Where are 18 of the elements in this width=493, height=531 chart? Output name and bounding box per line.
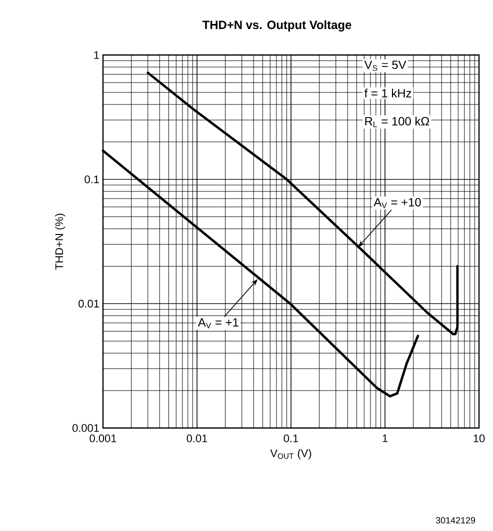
x-tick-label: 10 [474, 434, 485, 442]
annotation: V$_{S}$ = 5V [364, 60, 406, 71]
annotation: f = 1 kHz [364, 88, 412, 98]
y-tick-label: 0.01 [78, 300, 99, 308]
annotation: A$_{V}$ = +10 [374, 198, 421, 208]
x-axis-title: V$_{OUT}$ (V) [270, 449, 312, 460]
y-tick-label: 1 [94, 51, 99, 59]
text: 30142129 [436, 517, 476, 524]
annotation: A$_{V}$ = +1 [198, 318, 238, 328]
x-tick-label: 0.01 [186, 434, 208, 442]
y-tick-label: 0.1 [84, 175, 99, 184]
y-tick-label: 0.001 [72, 424, 99, 432]
x-tick-label: 0.1 [284, 434, 298, 442]
y-axis-title: THD+N (%) [55, 214, 66, 270]
x-tick-label: 0.001 [90, 434, 116, 442]
x-tick-label: 1 [382, 434, 388, 442]
annotation: R$_{L}$ = 100 kΩ [365, 116, 430, 128]
chart-title: THD+N vs. Output Voltage [202, 20, 352, 32]
